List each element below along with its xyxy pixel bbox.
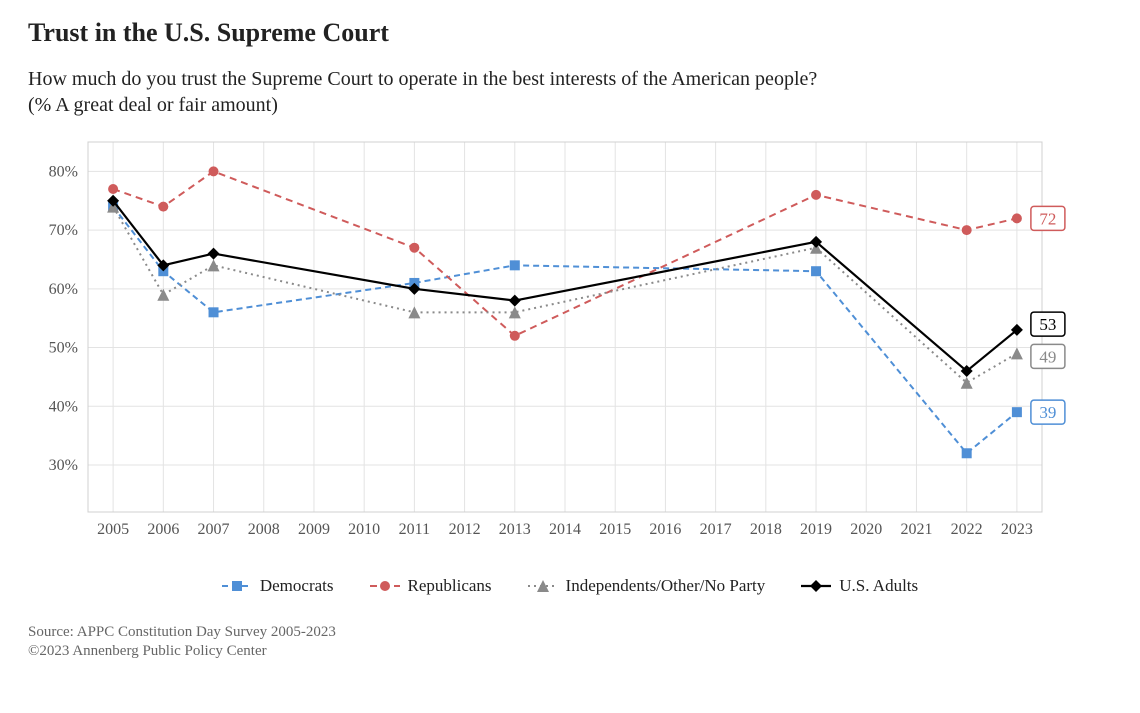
chart-legend: Democrats Republicans Independents/Other/N…	[28, 576, 1112, 601]
svg-text:2010: 2010	[348, 521, 380, 538]
svg-text:2016: 2016	[649, 521, 681, 538]
chart-source: Source: APPC Constitution Day Survey 200…	[28, 623, 1112, 661]
legend-item: Republicans	[370, 576, 492, 596]
svg-text:2009: 2009	[298, 521, 330, 538]
svg-text:53: 53	[1039, 315, 1056, 334]
svg-text:2007: 2007	[198, 521, 230, 538]
svg-text:2005: 2005	[97, 521, 129, 538]
source-line-1: Source: APPC Constitution Day Survey 200…	[28, 623, 1112, 642]
chart-title: Trust in the U.S. Supreme Court	[28, 18, 1112, 48]
svg-text:2011: 2011	[399, 521, 430, 538]
svg-text:2022: 2022	[951, 521, 983, 538]
svg-text:2013: 2013	[499, 521, 531, 538]
svg-text:80%: 80%	[49, 163, 78, 180]
svg-text:40%: 40%	[49, 398, 78, 415]
svg-text:2008: 2008	[248, 521, 280, 538]
chart-subtitle: How much do you trust the Supreme Court …	[28, 66, 1112, 118]
svg-text:49: 49	[1039, 347, 1056, 366]
legend-item: U.S. Adults	[801, 576, 918, 596]
svg-text:2021: 2021	[900, 521, 932, 538]
svg-text:30%: 30%	[49, 457, 78, 474]
svg-text:2017: 2017	[700, 521, 732, 538]
svg-text:2018: 2018	[750, 521, 782, 538]
svg-text:2014: 2014	[549, 521, 581, 538]
svg-text:50%: 50%	[49, 340, 78, 357]
legend-item: Independents/Other/No Party	[528, 576, 766, 596]
svg-text:70%: 70%	[49, 222, 78, 239]
line-chart: 30% 40% 50% 60% 70% 80% 2005 2006 2007 2008 2009 20…	[28, 132, 1112, 552]
svg-text:2006: 2006	[147, 521, 179, 538]
svg-text:72: 72	[1039, 209, 1056, 228]
svg-text:2015: 2015	[599, 521, 631, 538]
svg-text:2012: 2012	[449, 521, 481, 538]
svg-text:2020: 2020	[850, 521, 882, 538]
legend-item: Democrats	[222, 576, 334, 596]
svg-text:60%: 60%	[49, 281, 78, 298]
svg-text:2023: 2023	[1001, 521, 1033, 538]
svg-text:39: 39	[1039, 403, 1056, 422]
svg-text:2019: 2019	[800, 521, 832, 538]
source-line-2: ©2023 Annenberg Public Policy Center	[28, 642, 1112, 661]
